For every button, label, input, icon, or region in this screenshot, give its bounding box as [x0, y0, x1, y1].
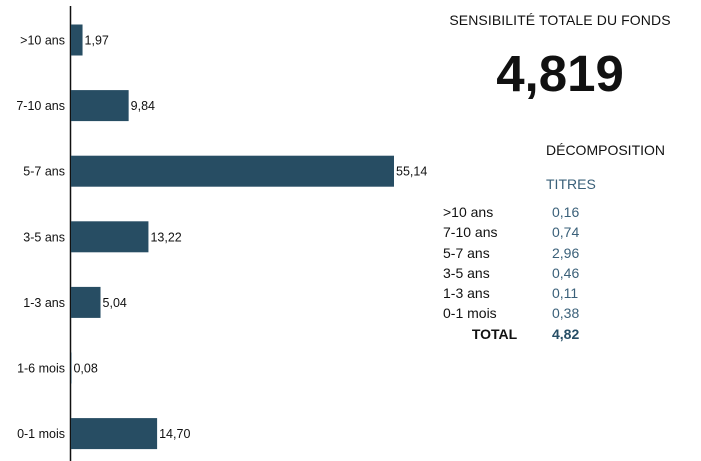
bar: [71, 221, 149, 253]
category-label: >10 ans: [20, 34, 65, 48]
decomposition-row-label: 5-7 ans: [443, 244, 490, 261]
bar: [71, 418, 158, 450]
data-label: 9,84: [131, 99, 155, 113]
category-label: 1-3 ans: [23, 296, 65, 310]
decomposition-row: 0-1 mois 0,38: [443, 303, 579, 323]
decomposition-row-label: 0-1 mois: [443, 305, 497, 322]
fund-sensitivity-value: 4,819: [496, 45, 624, 102]
decomposition-row-value: 0,74: [552, 224, 580, 241]
decomposition-row-label: 7-10 ans: [443, 224, 498, 241]
bar: [71, 90, 129, 122]
data-label: 14,70: [159, 427, 190, 441]
decomposition-total-label: TOTAL: [471, 325, 518, 342]
decomposition-row: 3-5 ans 0,46: [443, 263, 579, 283]
decomposition-row: 5-7 ans 2,96: [443, 243, 579, 263]
decomposition-row-label: 3-5 ans: [443, 264, 490, 281]
decomposition-row-label: 1-3 ans: [443, 285, 490, 302]
data-label: 5,04: [103, 296, 127, 310]
decomposition-row-value: 0,16: [552, 204, 580, 220]
category-label: 3-5 ans: [23, 230, 65, 244]
decomposition-row-label: >10 ans: [443, 204, 494, 220]
bar: [71, 155, 394, 187]
category-label: 1-6 mois: [17, 362, 65, 376]
data-label: 0,08: [73, 362, 97, 376]
decomposition-table: >10 ans 0,16 7-10 ans 0,74 5-7 ans 2,96 …: [443, 202, 579, 344]
decomposition-total-row: TOTAL 4,82: [443, 324, 579, 344]
category-label: 7-10 ans: [16, 99, 65, 113]
titres-column-header: TITRES: [546, 176, 596, 192]
fund-sensitivity-title: SENSIBILITÉ TOTALE DU FONDS: [449, 12, 671, 28]
decomposition-row: >10 ans 0,16: [443, 202, 579, 222]
decomposition-title: DÉCOMPOSITION: [546, 142, 666, 158]
decomposition-row-value: 0,11: [552, 285, 579, 302]
decomposition-row-value: 0,46: [552, 264, 580, 281]
decomposition-row-value: 0,38: [552, 305, 580, 322]
decomposition-row: 1-3 ans 0,11: [443, 283, 579, 303]
bar: [71, 24, 83, 56]
data-label: 13,22: [150, 230, 181, 244]
decomposition-total-value: 4,82: [552, 325, 580, 342]
category-label: 0-1 mois: [17, 427, 65, 441]
category-label: 5-7 ans: [23, 165, 65, 179]
bar-chart: >10 ans 1,97 7-10 ans 9,84 5-7 ans 55,14 3-5 a…: [16, 6, 427, 461]
data-label: 1,97: [85, 34, 109, 48]
data-label: 55,14: [396, 165, 427, 179]
decomposition-row-value: 2,96: [552, 244, 580, 261]
bar: [71, 286, 101, 318]
decomposition-row: 7-10 ans 0,74: [443, 222, 579, 242]
